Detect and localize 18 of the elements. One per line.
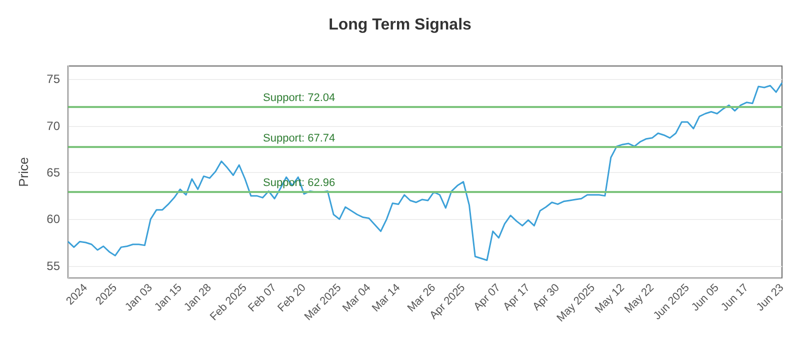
y-tick-label: 70 — [46, 118, 60, 133]
x-tick-label: Jan 03 — [123, 282, 155, 314]
x-tick-label: Apr 07 — [472, 282, 504, 314]
x-tick-label: Jun 23 — [754, 282, 786, 314]
x-tick-label: Mar 14 — [370, 282, 403, 314]
x-tick-label: Jan 15 — [152, 282, 184, 314]
y-tick-label: 55 — [46, 258, 60, 273]
ref-line-label: Support: 67.74 — [263, 132, 336, 144]
line-series — [67, 82, 783, 262]
ref-line-label: Support: 72.04 — [263, 92, 336, 104]
x-tick-label: Jun 05 — [690, 282, 722, 314]
y-tick-label: 65 — [46, 165, 60, 180]
x-tick-label: Jun 17 — [719, 282, 751, 314]
y-tick-label: 75 — [46, 72, 60, 86]
x-tick-label: Apr 17 — [501, 282, 533, 314]
y-axis-title: Price — [16, 157, 31, 187]
chart-title: Long Term Signals — [328, 16, 472, 34]
y-tick-label: 60 — [46, 212, 60, 226]
